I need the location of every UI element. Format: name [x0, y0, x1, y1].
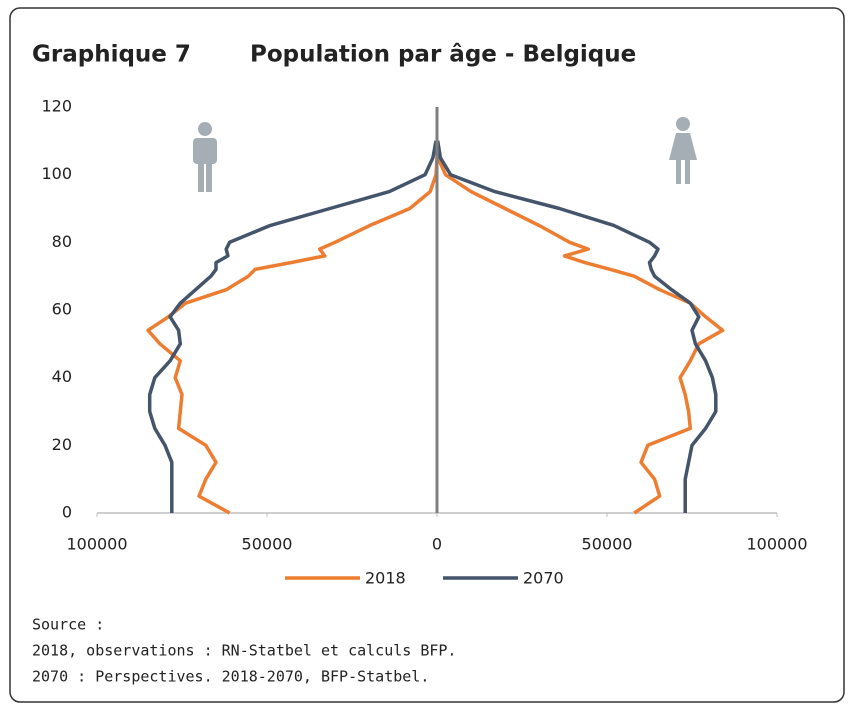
- legend-label: 2018: [365, 569, 406, 588]
- y-tick-label: 100: [41, 164, 72, 183]
- x-tick-label: 50000: [582, 535, 633, 554]
- y-tick-label: 0: [62, 503, 72, 522]
- y-tick-label: 60: [52, 300, 72, 319]
- series-line: [147, 140, 438, 513]
- x-tick-label: 0: [432, 535, 442, 554]
- series-line: [435, 140, 718, 513]
- x-tick-label: 100000: [746, 535, 807, 554]
- legend-label: 2070: [523, 569, 564, 588]
- x-tick-label: 50000: [242, 535, 293, 554]
- source-note: Source :: [32, 616, 104, 634]
- card: [9, 7, 845, 703]
- female-icon: [669, 117, 697, 184]
- chart-title-number: Graphique 7: [32, 42, 191, 68]
- source-note: 2070 : Perspectives. 2018-2070, BFP-Stat…: [32, 668, 429, 686]
- y-tick-label: 80: [52, 232, 72, 251]
- x-tick-label: 100000: [66, 535, 127, 554]
- series-line: [146, 140, 439, 515]
- chart-title: Population par âge - Belgique: [250, 42, 636, 68]
- male-icon: [193, 122, 217, 192]
- y-tick-label: 20: [52, 435, 72, 454]
- source-note: 2018, observations : RN-Statbel et calcu…: [32, 642, 456, 660]
- y-tick-label: 120: [41, 97, 72, 116]
- y-tick-label: 40: [52, 367, 72, 386]
